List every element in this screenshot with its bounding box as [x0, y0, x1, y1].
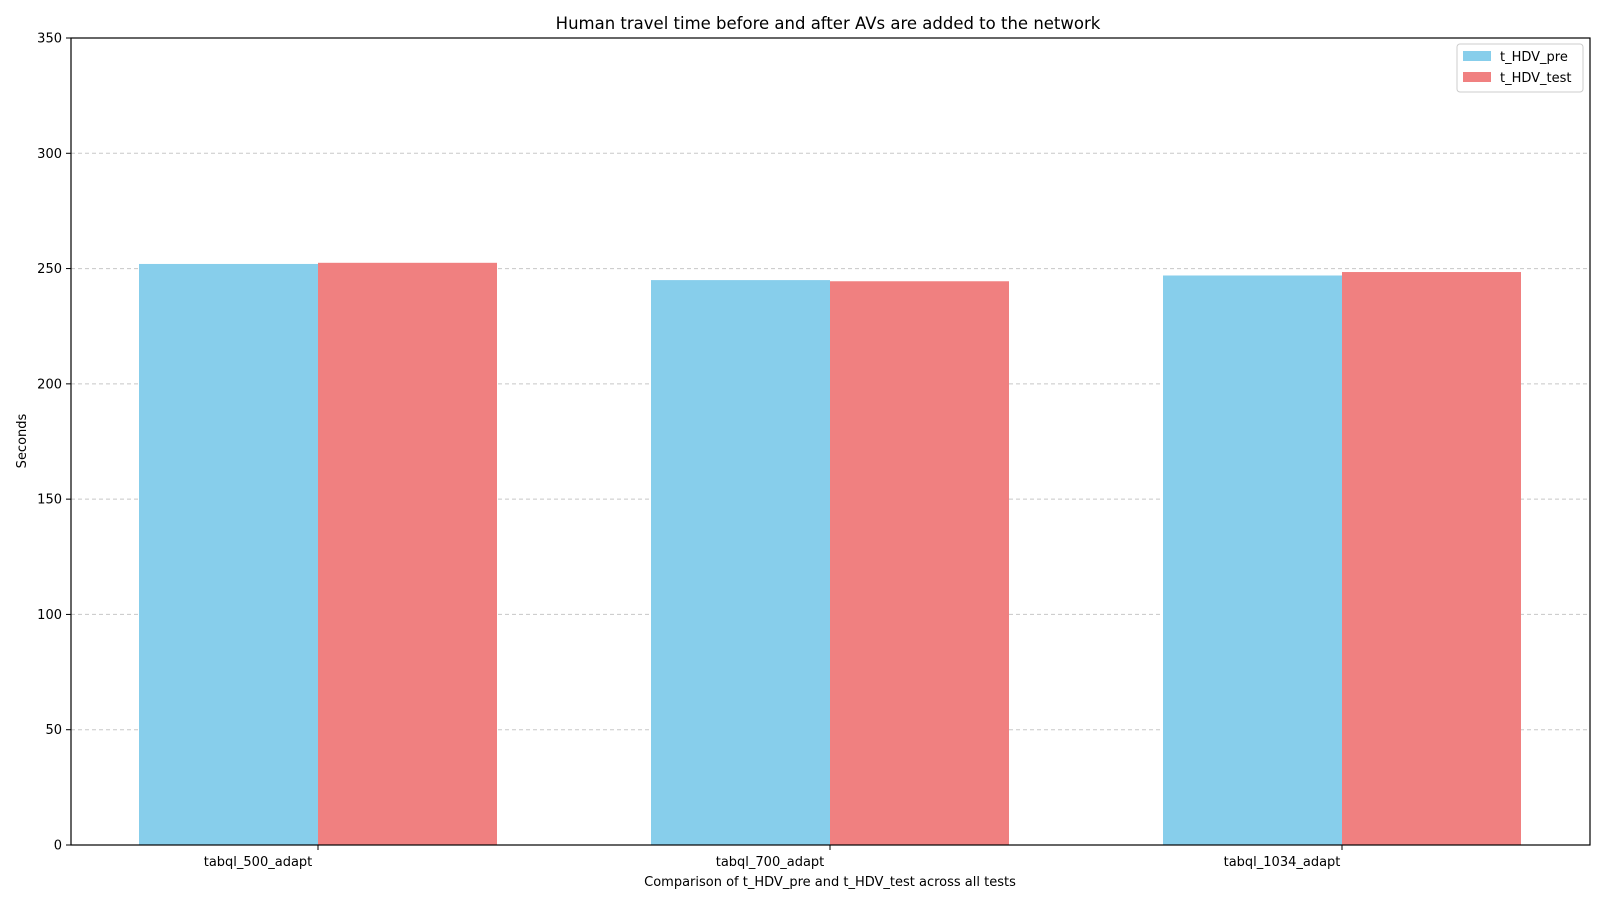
x-axis: tabql_500_adapt tabql_700_adapt tabql_1034… [204, 845, 1343, 870]
y-tick-label: 150 [37, 493, 62, 508]
legend-swatch-pre [1463, 51, 1491, 61]
bar-t_HDV_test-tabql_500_adapt [318, 262, 497, 845]
bar-t_HDV_test-tabql_700_adapt [830, 281, 1009, 845]
y-tick-label: 350 [37, 32, 62, 47]
y-axis-label: Seconds [15, 413, 30, 468]
bar-t_HDV_pre-tabql_500_adapt [139, 263, 318, 846]
legend: t_HDV_pre t_HDV_test [1456, 43, 1584, 93]
y-tick-label: 0 [54, 839, 62, 854]
legend-label-test: t_HDV_test [1500, 71, 1572, 86]
bar-t_HDV_pre-tabql_700_adapt [651, 280, 830, 846]
chart-title: Human travel time before and after AVs a… [556, 14, 1101, 33]
bars [139, 262, 1521, 846]
bar-t_HDV_pre-tabql_1034_adapt [1163, 275, 1342, 845]
x-tick-label: tabql_700_adapt [716, 855, 825, 870]
y-tick-label: 300 [37, 147, 62, 162]
y-tick-label: 50 [45, 723, 62, 738]
y-axis: 0 50 100 150 200 250 300 350 [37, 32, 71, 854]
y-tick-label: 250 [37, 262, 62, 277]
bar-t_HDV_test-tabql_1034_adapt [1342, 272, 1521, 845]
y-tick-label: 200 [37, 377, 62, 392]
y-tick-label: 100 [37, 608, 62, 623]
x-axis-label: Comparison of t_HDV_pre and t_HDV_test a… [644, 875, 1016, 890]
x-tick-label: tabql_1034_adapt [1224, 855, 1341, 870]
x-tick-label: tabql_500_adapt [204, 855, 313, 870]
legend-swatch-test [1463, 72, 1491, 82]
legend-label-pre: t_HDV_pre [1500, 50, 1568, 65]
